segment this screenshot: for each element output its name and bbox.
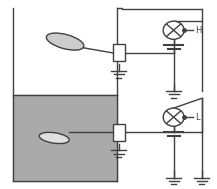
Circle shape bbox=[163, 21, 184, 39]
Bar bbox=[13, 94, 117, 181]
Text: L: L bbox=[195, 113, 199, 122]
Ellipse shape bbox=[46, 33, 84, 50]
Text: H: H bbox=[195, 26, 201, 35]
Bar bbox=[113, 124, 125, 141]
Circle shape bbox=[163, 108, 184, 126]
Bar bbox=[113, 44, 125, 61]
Ellipse shape bbox=[39, 132, 69, 144]
